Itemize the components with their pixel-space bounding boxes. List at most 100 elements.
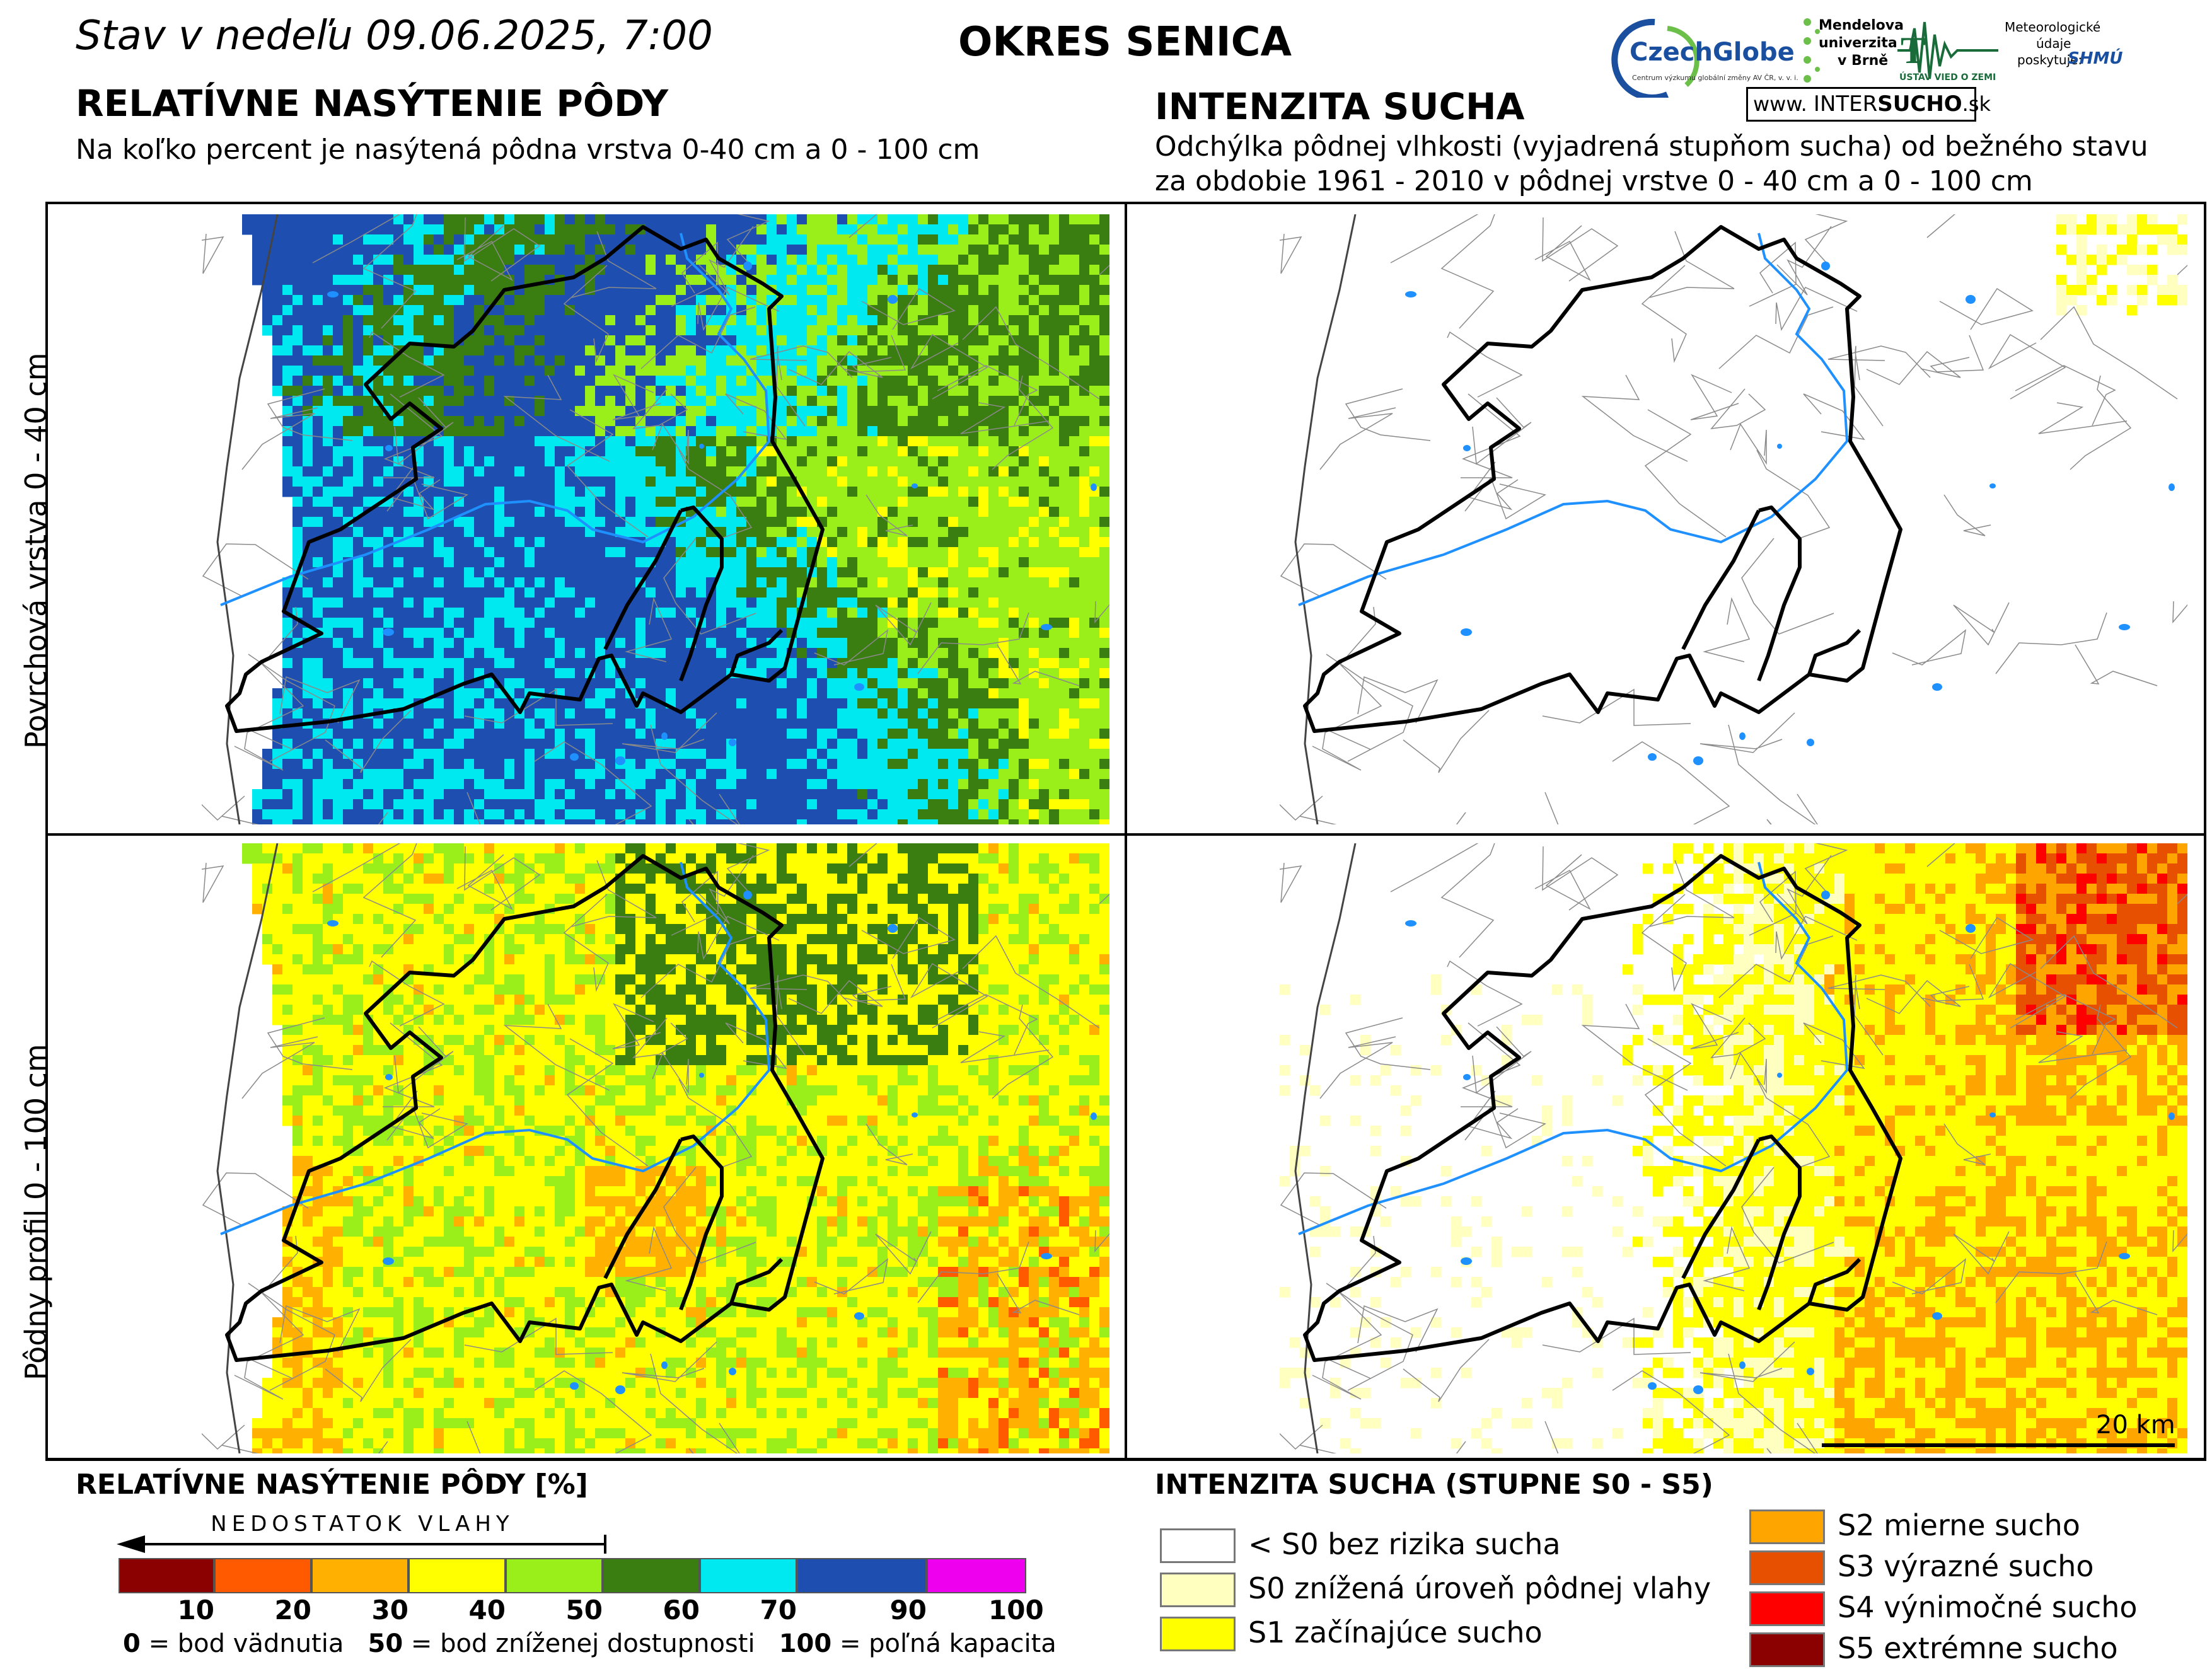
municipal-boundary	[1690, 1003, 1739, 1049]
water-body	[1966, 295, 1976, 304]
municipal-boundary	[640, 306, 756, 369]
municipal-boundary	[503, 1003, 610, 1091]
district-inner-boundary	[679, 1134, 724, 1311]
water-body	[1693, 756, 1703, 765]
district-boundary	[225, 225, 825, 733]
raster-layer	[242, 843, 1109, 1453]
intersucho-prefix: www.	[1753, 92, 1807, 116]
municipal-boundary	[1741, 1167, 1834, 1264]
water-body	[2119, 624, 2130, 630]
map-drought-0-100	[1280, 843, 2187, 1453]
municipal-boundary	[1710, 388, 1766, 429]
municipal-boundary	[1326, 654, 1413, 762]
water-body	[912, 1112, 918, 1117]
drought-swatch	[1160, 1573, 1236, 1607]
water-body	[661, 732, 668, 740]
water-body	[661, 1361, 668, 1369]
municipal-boundary	[1939, 287, 2034, 330]
water-body	[570, 1382, 579, 1390]
czechglobe-text: CzechGlobe	[1630, 38, 1795, 67]
saturation-swatch	[119, 1558, 214, 1593]
municipal-boundary	[2040, 935, 2178, 1029]
municipal-boundary	[997, 1273, 1080, 1315]
municipal-boundary	[861, 916, 956, 959]
saturation-tick-label: 90	[889, 1595, 927, 1625]
water-body	[1821, 262, 1830, 270]
water-body	[1989, 1112, 1996, 1117]
saturation-swatch	[311, 1558, 408, 1593]
water-body	[327, 920, 339, 926]
water-body	[383, 1257, 394, 1265]
municipal-boundary	[776, 974, 806, 1056]
municipal-boundary	[1730, 423, 1767, 465]
saturation-color-bar	[119, 1558, 1026, 1593]
municipal-boundary	[1468, 461, 1519, 511]
raster-layer	[1280, 843, 2187, 1453]
shortage-arrow-label: NEDOSTATOK VLAHY	[211, 1511, 514, 1537]
water-body	[327, 291, 339, 297]
municipal-boundary	[369, 960, 445, 1027]
note-0-num: 0	[123, 1629, 141, 1658]
drought-legend-label: S3 výrazné sucho	[1838, 1549, 2094, 1583]
municipal-boundary	[1766, 1423, 1818, 1453]
saturation-swatch	[797, 1558, 927, 1593]
municipal-boundary	[456, 854, 513, 910]
municipal-boundary	[279, 1305, 361, 1353]
saturation-swatch	[700, 1558, 797, 1593]
intersucho-a: INTER	[1813, 91, 1878, 117]
municipal-boundary	[1299, 812, 1466, 824]
note-0-text: = bod vädnutia	[148, 1629, 344, 1658]
water-body	[1463, 445, 1471, 451]
water-body	[1405, 291, 1416, 297]
municipal-boundary	[697, 916, 780, 961]
municipal-boundary	[466, 792, 481, 824]
municipal-boundary	[1728, 1353, 1816, 1453]
municipal-boundary	[202, 862, 224, 903]
municipal-boundary	[910, 333, 988, 400]
municipal-boundary	[362, 843, 417, 958]
municipal-boundary	[312, 214, 401, 263]
state-border	[216, 843, 279, 1453]
district-boundary	[1303, 854, 1902, 1362]
municipal-boundary	[1534, 854, 1591, 910]
municipal-boundary	[464, 1317, 613, 1355]
municipal-boundary	[788, 350, 883, 385]
municipal-boundary	[1390, 214, 1479, 263]
left-subtitle: Na koľko percent je nasýtená pôdna vrstv…	[76, 134, 980, 166]
municipal-boundary	[625, 1226, 673, 1291]
saturation-tick-label: 70	[760, 1595, 797, 1625]
municipal-boundary	[678, 1078, 753, 1169]
municipal-boundary	[1612, 741, 1730, 824]
municipal-boundary	[663, 538, 756, 635]
municipal-boundary	[1718, 306, 1834, 369]
municipal-boundary	[1319, 407, 1396, 470]
mendel-line-2: univerzita	[1819, 35, 1897, 51]
municipal-boundary	[534, 1370, 652, 1453]
municipal-boundary	[698, 226, 754, 296]
water-body	[1463, 1074, 1471, 1080]
right-subtitle-1: Odchýlka pôdnej vlhkosti (vyjadrená stup…	[1155, 130, 2148, 163]
municipal-boundary	[2040, 306, 2178, 400]
municipal-boundary	[202, 1424, 245, 1450]
saturation-swatch	[603, 1558, 700, 1593]
district-inner-boundary	[679, 505, 724, 682]
district-inner-boundary	[1757, 1134, 1802, 1311]
municipal-boundary	[2075, 1273, 2158, 1315]
municipal-boundary	[1544, 1421, 1559, 1453]
drought-legend-label: < S0 bez rizika sucha	[1248, 1527, 1561, 1561]
municipal-boundary	[1280, 1172, 1387, 1226]
municipal-boundary	[612, 1003, 661, 1049]
saturation-swatch	[408, 1558, 506, 1593]
state-border	[216, 214, 279, 824]
municipal-boundary	[2015, 994, 2116, 1055]
shortage-arrow-icon	[117, 1535, 606, 1554]
municipal-boundary	[1854, 974, 1884, 1056]
municipal-boundary	[960, 1031, 1050, 1063]
municipal-boundary	[866, 1123, 913, 1165]
municipal-boundary	[1827, 345, 1931, 378]
municipal-boundary	[2070, 375, 2132, 470]
district-inner-boundary	[603, 1138, 683, 1279]
note-100-num: 100	[779, 1629, 832, 1658]
district-inner-boundary	[1681, 1138, 1761, 1279]
water-body	[854, 683, 864, 691]
